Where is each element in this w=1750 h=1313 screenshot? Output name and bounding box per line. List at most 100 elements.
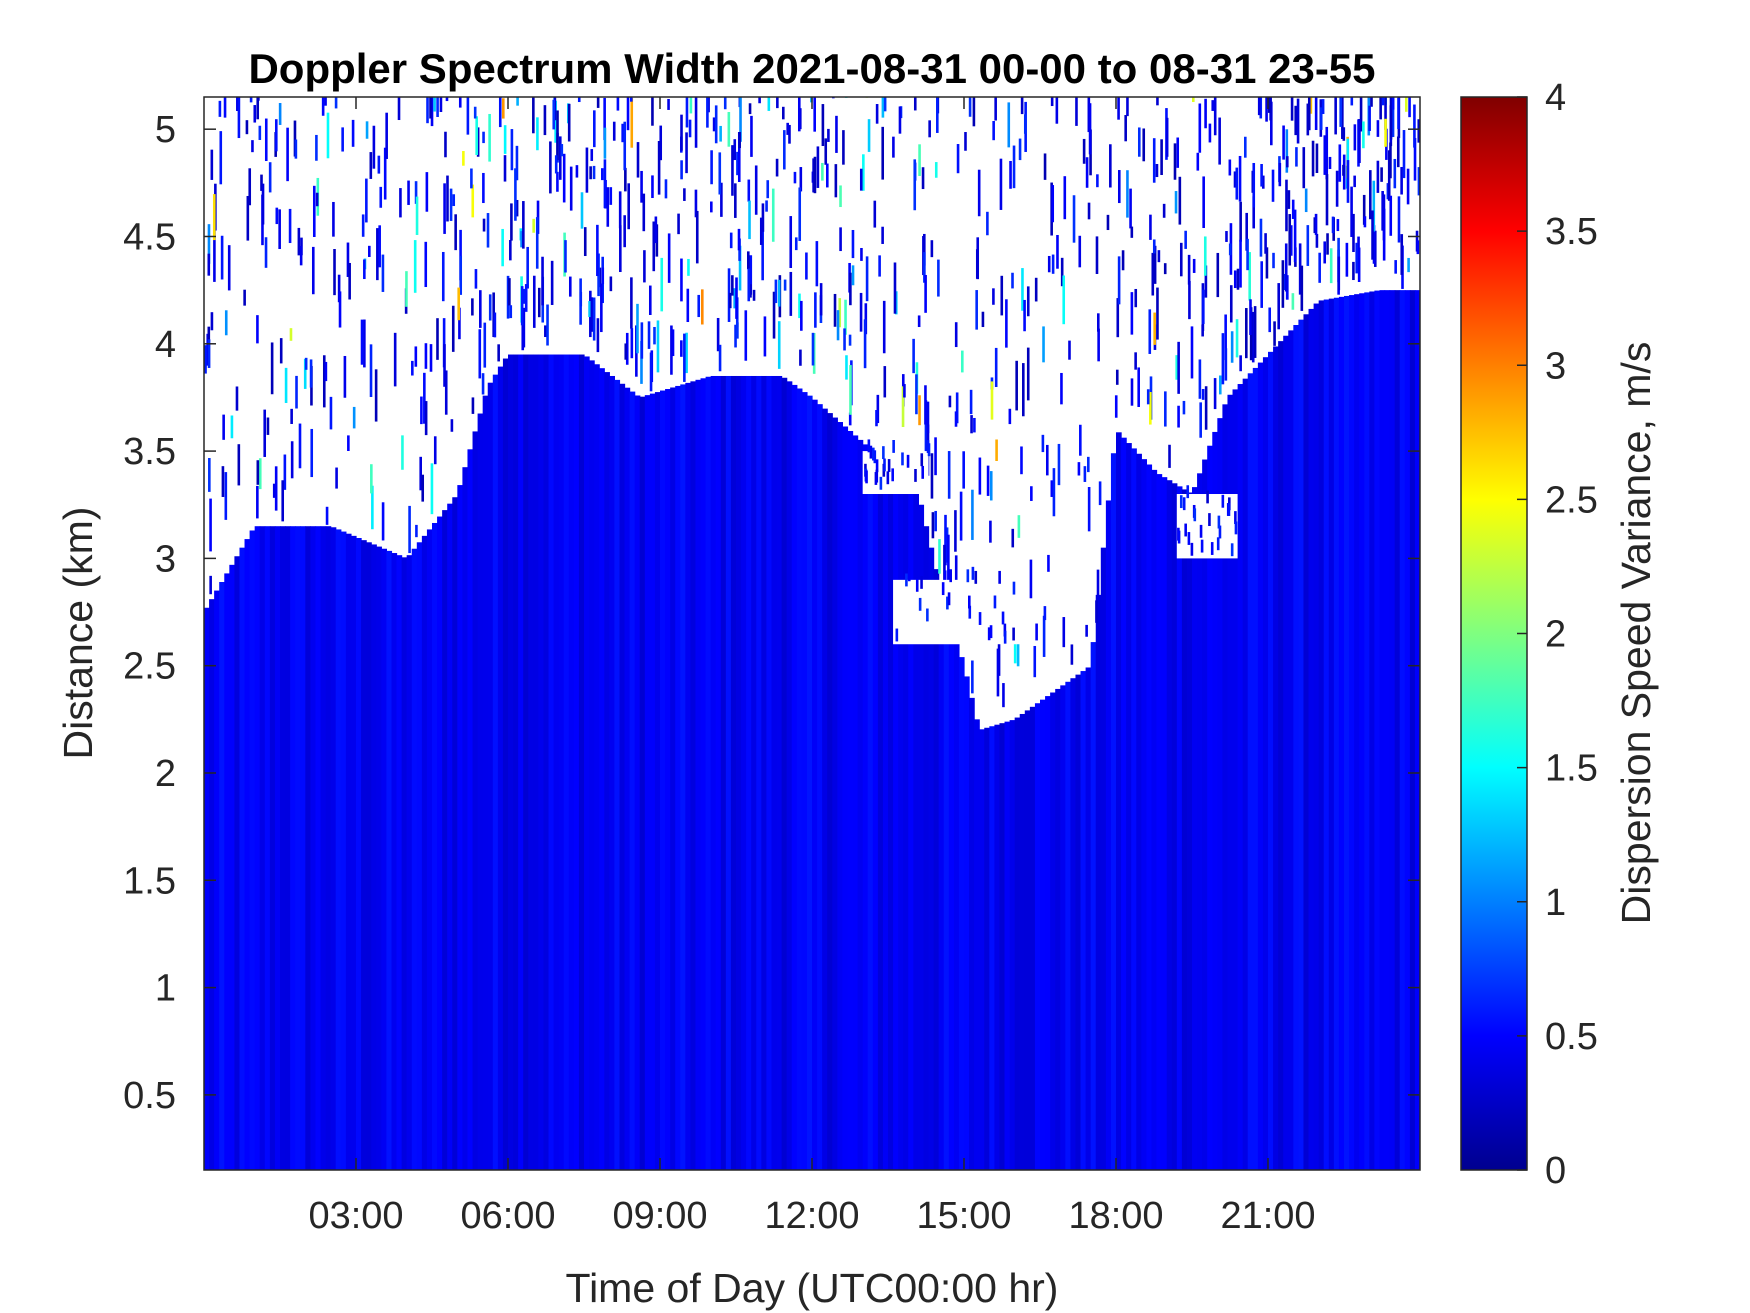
heatmap-cell — [1042, 326, 1045, 363]
colorbar-tick-label: 2.5 — [1545, 479, 1598, 521]
heatmap-cell — [1043, 606, 1047, 621]
heatmap-cell — [210, 149, 214, 180]
heatmap-cell — [923, 233, 926, 266]
heatmap-column — [1055, 688, 1061, 1170]
heatmap-cell — [994, 97, 997, 121]
heatmap-cell — [630, 277, 633, 329]
heatmap-cell — [303, 358, 307, 389]
heatmap-column — [1176, 486, 1183, 1170]
heatmap-cell — [1252, 196, 1256, 229]
heatmap-cell — [288, 208, 292, 244]
heatmap-cell — [1353, 175, 1356, 188]
heatmap-cell — [423, 372, 426, 424]
heatmap-cell — [1083, 466, 1087, 482]
heatmap-cell — [1098, 481, 1102, 506]
heatmap-cell — [924, 385, 927, 425]
heatmap-cell — [1129, 188, 1132, 229]
heatmap-cell — [1002, 683, 1005, 708]
heatmap-cell — [1295, 147, 1298, 167]
heatmap-cell — [1224, 314, 1227, 361]
heatmap-cell — [881, 126, 885, 180]
heatmap-cell — [975, 249, 979, 279]
heatmap-cell — [264, 237, 268, 268]
heatmap-column — [1283, 335, 1289, 1170]
heatmap-cell — [421, 474, 425, 502]
heatmap-cell — [1282, 125, 1285, 160]
heatmap-cell — [839, 227, 842, 252]
heatmap-cell — [1030, 486, 1033, 501]
y-tick-label: 3.5 — [123, 431, 176, 473]
heatmap-cell — [1389, 142, 1392, 179]
heatmap-column — [553, 354, 560, 1170]
heatmap-cell — [989, 625, 993, 639]
heatmap-cell — [775, 158, 779, 177]
heatmap-cell — [718, 152, 722, 195]
heatmap-cell — [667, 233, 671, 283]
heatmap-cell — [878, 255, 881, 277]
heatmap-cell — [750, 115, 753, 157]
heatmap-cell — [207, 326, 211, 341]
heatmap-cell — [1198, 359, 1202, 399]
heatmap-cell — [1202, 176, 1205, 229]
heatmap-cell — [1353, 124, 1357, 151]
heatmap-column — [736, 375, 742, 1170]
heatmap-cell — [777, 321, 781, 369]
heatmap-cell — [774, 279, 778, 304]
heatmap-cell — [797, 97, 801, 132]
heatmap-cell — [729, 232, 733, 249]
heatmap-column — [837, 422, 843, 1170]
heatmap-column — [406, 555, 413, 1170]
heatmap-column — [381, 548, 387, 1170]
y-axis: 0.5 1 1.5 2 2.5 3 3.5 4 4.5 5 — [123, 109, 1420, 1117]
heatmap-cell — [1314, 213, 1318, 235]
heatmap-cell — [930, 240, 934, 258]
heatmap-cell — [1187, 532, 1191, 545]
heatmap-cell — [1148, 309, 1152, 354]
heatmap-cell — [414, 181, 418, 204]
heatmap-cell — [478, 329, 482, 379]
heatmap-cell — [731, 275, 734, 296]
heatmap-cell — [1268, 307, 1272, 333]
heatmap-cell — [811, 332, 815, 366]
heatmap-column — [958, 657, 965, 1170]
heatmap-cell — [1278, 162, 1282, 187]
heatmap-cell — [928, 120, 931, 138]
heatmap-cell — [872, 447, 875, 461]
heatmap-cell — [1350, 97, 1354, 106]
heatmap-column — [1171, 483, 1178, 1170]
heatmap-column — [1217, 418, 1223, 1170]
heatmap-column — [1060, 685, 1066, 1170]
heatmap-cell — [1005, 299, 1008, 348]
heatmap-cell — [701, 289, 704, 325]
heatmap-cell — [1265, 97, 1268, 122]
heatmap-cell — [369, 344, 373, 397]
heatmap-cell — [987, 627, 991, 641]
heatmap-cell — [1357, 247, 1361, 282]
heatmap-cell — [503, 155, 507, 182]
heatmap-column — [452, 497, 458, 1170]
heatmap-cell — [1114, 395, 1118, 418]
heatmap-cell — [748, 103, 752, 115]
heatmap-cell — [824, 138, 828, 165]
heatmap-cell — [1216, 537, 1220, 551]
colorbar-tick-label: 0.5 — [1545, 1016, 1598, 1058]
heatmap-column — [1394, 290, 1401, 1170]
heatmap-cell — [839, 185, 842, 208]
heatmap-column — [903, 468, 909, 1170]
heatmap-cell — [694, 97, 698, 148]
heatmap-cell — [1302, 147, 1306, 189]
heatmap-column — [999, 723, 1006, 1170]
heatmap-cell — [365, 178, 368, 223]
heatmap-cell — [1164, 391, 1167, 427]
heatmap-cell — [1331, 216, 1335, 234]
colorbar-tick-label: 3.5 — [1545, 211, 1598, 253]
heatmap-cell — [1257, 97, 1261, 116]
heatmap-column — [675, 385, 681, 1170]
heatmap-cell — [867, 439, 871, 453]
heatmap-column — [974, 719, 980, 1170]
heatmap-cell — [1173, 143, 1177, 180]
heatmap-cell — [458, 97, 462, 108]
heatmap-cell — [859, 292, 863, 332]
heatmap-cell — [408, 505, 411, 554]
heatmap-cell — [1184, 523, 1187, 537]
